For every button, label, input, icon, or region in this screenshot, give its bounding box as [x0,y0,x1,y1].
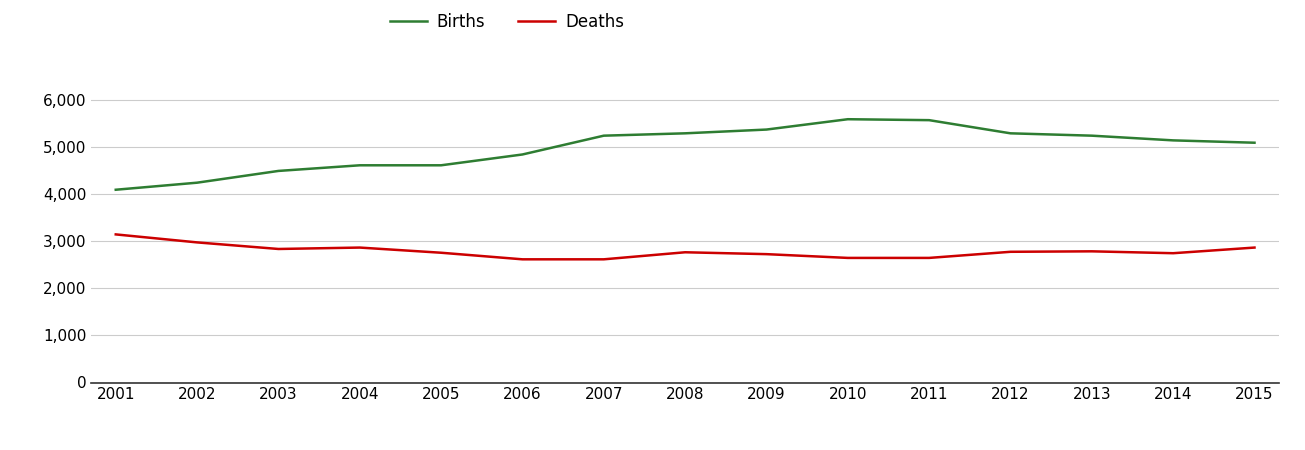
Deaths [270,246,286,252]
Deaths [596,256,612,262]
Line: Births: Births [116,119,1254,190]
Births [514,152,530,157]
Births [596,133,612,138]
Legend: Births, Deaths: Births, Deaths [384,7,630,38]
Births [677,130,693,136]
Deaths [108,232,124,237]
Deaths [1246,245,1262,250]
Births [352,162,368,168]
Births [1084,133,1100,138]
Births [1165,138,1181,143]
Births [433,162,449,168]
Deaths [433,250,449,256]
Births [189,180,205,185]
Births [270,168,286,174]
Line: Deaths: Deaths [116,234,1254,259]
Deaths [1084,249,1100,254]
Deaths [1165,251,1181,256]
Deaths [677,250,693,255]
Births [108,187,124,193]
Deaths [921,255,937,261]
Births [840,117,856,122]
Births [758,127,774,132]
Deaths [840,255,856,261]
Deaths [758,252,774,257]
Births [1002,130,1018,136]
Deaths [1002,249,1018,255]
Deaths [514,256,530,262]
Births [1246,140,1262,145]
Births [921,117,937,123]
Deaths [189,240,205,245]
Deaths [352,245,368,250]
